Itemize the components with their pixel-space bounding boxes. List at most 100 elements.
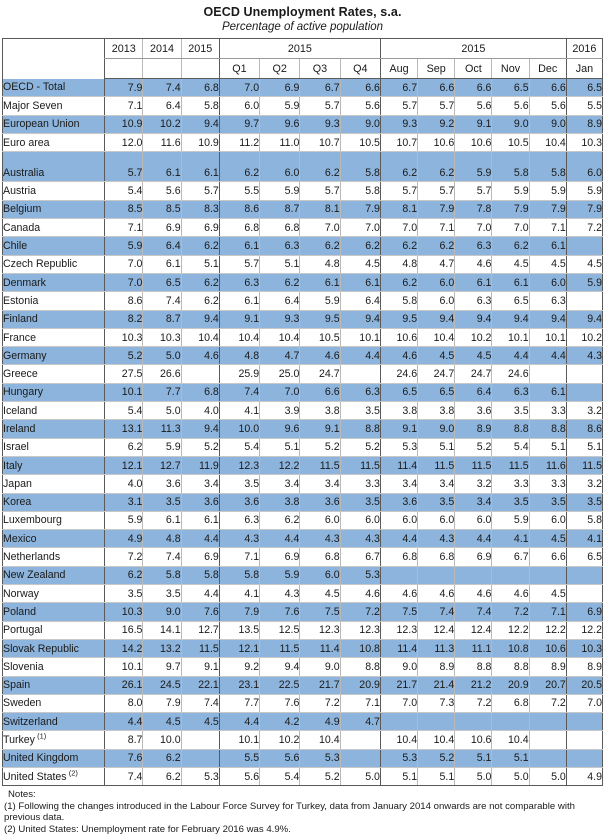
- spacer-cell: [339, 151, 381, 164]
- data-cell: 6.2: [339, 236, 381, 256]
- data-cell: 6.3: [218, 511, 260, 531]
- data-cell: 4.7: [339, 712, 381, 732]
- data-cell: 5.1: [528, 438, 567, 457]
- data-cell: 7.1: [339, 694, 381, 714]
- table-row: Slovak Republic 14.2 13.2 11.5 12.1 11.5 11.4 1…: [1, 639, 604, 659]
- data-cell: 4.5: [454, 346, 492, 366]
- data-cell: 5.0: [491, 767, 530, 787]
- data-cell: 5.9: [454, 163, 492, 183]
- data-cell: 3.8: [299, 401, 341, 421]
- data-cell: 6.3: [259, 236, 300, 256]
- data-cell: 6.4: [142, 96, 182, 116]
- data-cell: 5.5: [218, 749, 260, 768]
- data-cell: 4.4: [218, 712, 260, 732]
- data-cell: 12.2: [491, 621, 530, 640]
- header-q1: Q1: [218, 58, 260, 79]
- data-cell: 4.8: [218, 346, 260, 366]
- data-cell: 9.4: [180, 419, 220, 439]
- data-cell: 12.3: [339, 621, 381, 640]
- data-cell: 12.3: [379, 621, 418, 640]
- data-cell: [565, 712, 604, 732]
- data-cell: 5.8: [528, 163, 567, 183]
- data-cell: 4.5: [491, 255, 530, 274]
- data-cell: 7.0: [379, 694, 418, 714]
- spacer-cell: [180, 151, 220, 164]
- row-label: Australia: [1, 163, 105, 183]
- data-cell: 5.8: [339, 163, 381, 183]
- data-cell: 3.4: [299, 474, 341, 494]
- data-cell: 12.2: [259, 456, 300, 476]
- data-cell: [565, 383, 604, 403]
- data-cell: 7.7: [142, 383, 182, 403]
- data-cell: 6.8: [299, 547, 341, 567]
- data-cell: 9.4: [180, 115, 220, 134]
- data-cell: 4.5: [417, 346, 455, 366]
- data-cell: 7.2: [339, 602, 381, 622]
- table-row: Belgium 8.5 8.5 8.3 8.6 8.7 8.1 7.9 8.1 7.9 7.8 7.9…: [1, 200, 604, 220]
- table-row: Finland 8.2 8.7 9.4 9.1 9.3 9.5 9.4 9.5 9.4 9.4 9.4…: [1, 310, 604, 329]
- data-cell: 4.4: [180, 584, 220, 604]
- spacer-cell: [491, 151, 530, 164]
- data-cell: 5.3: [299, 749, 341, 768]
- row-label: United States (2): [1, 767, 105, 787]
- data-cell: 6.2: [218, 163, 260, 183]
- data-cell: 12.1: [104, 456, 143, 476]
- data-cell: 6.2: [259, 273, 300, 293]
- data-cell: 7.0: [491, 218, 530, 238]
- data-cell: 10.5: [299, 328, 341, 348]
- data-cell: 5.6: [528, 96, 567, 116]
- data-cell: 5.8: [565, 511, 604, 531]
- data-cell: 4.8: [142, 529, 182, 549]
- data-cell: 3.2: [565, 401, 604, 421]
- data-cell: 5.7: [299, 96, 341, 116]
- data-cell: 6.4: [339, 291, 381, 311]
- data-cell: 6.8: [379, 547, 418, 567]
- data-cell: 5.0: [339, 767, 381, 787]
- data-cell: 5.9: [565, 181, 604, 201]
- data-cell: 9.1: [299, 419, 341, 439]
- data-cell: 5.9: [104, 511, 143, 531]
- data-cell: 3.9: [259, 401, 300, 421]
- data-cell: 24.6: [491, 364, 530, 384]
- data-cell: 6.6: [299, 383, 341, 403]
- data-cell: 4.4: [104, 712, 143, 732]
- data-cell: [565, 730, 604, 750]
- data-cell: 8.8: [491, 419, 530, 439]
- data-cell: 6.3: [491, 383, 530, 403]
- data-cell: 10.9: [180, 133, 220, 153]
- data-cell: 12.3: [299, 621, 341, 640]
- data-cell: 4.3: [417, 529, 455, 549]
- data-cell: 8.2: [104, 310, 143, 329]
- data-cell: 4.7: [417, 255, 455, 274]
- data-cell: 4.9: [565, 767, 604, 787]
- data-cell: 7.2: [565, 218, 604, 238]
- spacer-cell: [259, 151, 300, 164]
- data-cell: 5.2: [417, 749, 455, 768]
- data-cell: 6.2: [491, 236, 530, 256]
- data-cell: 8.0: [104, 694, 143, 714]
- header-year-2016: 2016: [565, 38, 604, 59]
- row-label: Turkey (1): [1, 730, 105, 750]
- data-cell: [491, 566, 530, 586]
- data-cell: 10.1: [104, 383, 143, 403]
- table-row: Iceland 5.4 5.0 4.0 4.1 3.9 3.8 3.5 3.8 3.8 3.6 3.5…: [1, 401, 604, 421]
- data-cell: 9.3: [259, 310, 300, 329]
- row-label: Iceland: [1, 401, 105, 421]
- data-cell: 4.5: [142, 712, 182, 732]
- data-cell: [180, 364, 220, 384]
- data-cell: 10.6: [454, 730, 492, 750]
- data-cell: 5.3: [180, 767, 220, 787]
- data-cell: 12.7: [142, 456, 182, 476]
- data-cell: 14.1: [142, 621, 182, 640]
- data-cell: 3.4: [379, 474, 418, 494]
- data-cell: 10.4: [259, 328, 300, 348]
- data-cell: 10.3: [104, 602, 143, 622]
- data-cell: 20.9: [491, 676, 530, 695]
- data-cell: 7.4: [454, 602, 492, 622]
- data-cell: 10.6: [417, 133, 455, 153]
- row-label: European Union: [1, 115, 105, 134]
- data-cell: 9.4: [565, 310, 604, 329]
- row-label: Canada: [1, 218, 105, 238]
- data-cell: 4.6: [491, 584, 530, 604]
- data-cell: 11.3: [417, 639, 455, 659]
